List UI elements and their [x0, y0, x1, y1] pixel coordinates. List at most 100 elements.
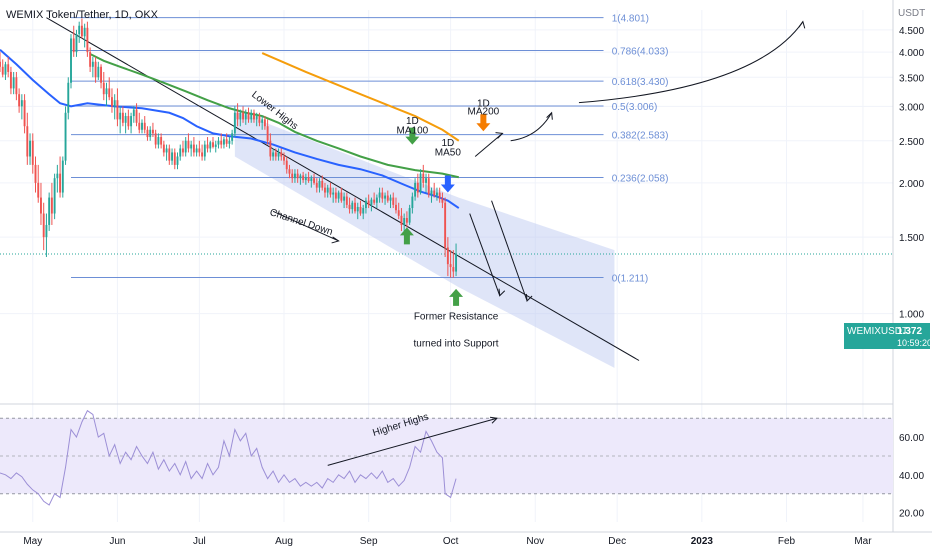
candle-body — [354, 202, 356, 212]
candle-body — [433, 190, 436, 196]
series-ma200 — [261, 52, 460, 142]
time-tick-label: Nov — [526, 536, 544, 547]
candle-body — [293, 173, 296, 179]
candle-body — [113, 100, 116, 107]
candle-body — [214, 144, 217, 147]
projection-arrowhead — [546, 111, 553, 120]
fib-level-label: 0(1.211) — [612, 274, 649, 285]
candle-body — [392, 197, 395, 205]
fib-level-label: 1(4.801) — [612, 14, 649, 25]
time-tick-label: Oct — [443, 536, 459, 547]
candle-body — [80, 25, 83, 37]
price-tick-label: 4.500 — [899, 26, 924, 37]
projection-arrowhead — [525, 293, 533, 302]
candle-body — [416, 182, 419, 193]
candle-body — [53, 178, 56, 214]
candle-body — [411, 196, 414, 209]
candle-body — [381, 192, 384, 199]
candle-body — [100, 66, 102, 83]
candle-body — [362, 208, 365, 214]
candle-body — [59, 173, 62, 193]
candle-body — [4, 64, 7, 75]
projection-path — [469, 213, 501, 296]
candle-body — [165, 148, 168, 153]
candle-body — [50, 197, 53, 214]
candle-body — [373, 199, 376, 203]
candle-body — [367, 200, 370, 205]
candle-body — [446, 247, 449, 265]
chart-title: WEMIX Token/Tether, 1D, OKX — [6, 9, 159, 21]
candle-body — [97, 66, 100, 78]
candle-body — [56, 173, 59, 179]
series-rsi — [0, 409, 457, 506]
candle-body — [220, 140, 223, 145]
candle-body — [116, 100, 119, 120]
candle-body — [119, 112, 122, 120]
fib-level-label: 0.786(4.033) — [612, 47, 669, 58]
candle-body — [201, 152, 204, 157]
candle-body — [42, 213, 45, 238]
candle-body — [102, 82, 105, 95]
candle-body — [422, 173, 425, 183]
candle-body — [378, 192, 381, 198]
candle-body — [15, 77, 18, 95]
ma50-down-arrow — [440, 175, 455, 193]
ma200-down-arrow — [476, 114, 491, 132]
candle-body — [296, 173, 299, 179]
candle-body — [384, 195, 387, 199]
candle-body — [304, 177, 307, 181]
candle-body — [263, 119, 266, 127]
candle-body — [141, 122, 143, 130]
candle-body — [455, 253, 458, 272]
candle-body — [127, 116, 130, 127]
higher-highs-line — [327, 417, 498, 466]
candle-body — [138, 122, 141, 130]
fib-level-label: 0.382(2.583) — [612, 131, 669, 142]
projection-path — [474, 132, 503, 157]
last-price-value: 1.372 — [897, 326, 922, 337]
candle-body — [209, 142, 212, 149]
time-tick-label: Dec — [608, 536, 626, 547]
candle-body — [250, 112, 253, 120]
candle-body — [206, 144, 209, 149]
candle-body — [247, 112, 250, 120]
candle-body — [151, 129, 154, 134]
candle-body — [400, 215, 403, 225]
projection-arrowhead — [798, 20, 806, 29]
candle-body — [435, 192, 438, 196]
candle-body — [288, 169, 291, 174]
candle-body — [274, 152, 277, 157]
candle-body — [302, 175, 305, 181]
candle-body — [261, 119, 264, 123]
time-tick-label: May — [23, 536, 42, 547]
candle-body — [348, 204, 351, 210]
candle-body — [89, 52, 92, 67]
annotation-label: MA200 — [468, 107, 500, 118]
candle-body — [64, 112, 67, 161]
candle-body — [364, 200, 367, 209]
candle-body — [280, 152, 283, 157]
candle-body — [225, 139, 228, 144]
candle-body — [37, 182, 40, 198]
candle-body — [105, 88, 108, 95]
candle-body — [449, 264, 452, 268]
candle-body — [269, 140, 272, 157]
annotation-label: MA50 — [435, 148, 462, 159]
candle-body — [70, 38, 72, 83]
candle-body — [176, 156, 179, 165]
axes: 4.500 4.000 3.500 3.000 2.500 2.000 1.500 1.000… — [23, 26, 924, 547]
candle-body — [277, 152, 280, 157]
candle-body — [255, 116, 258, 120]
price-tick-label: 3.500 — [899, 73, 924, 84]
time-tick-label: Aug — [275, 536, 293, 547]
last-price-tag: WEMIXUSDT 1.372 10:59:20 — [844, 323, 932, 349]
fib-level-label: 0.236(2.058) — [612, 173, 669, 184]
candle-body — [403, 218, 406, 225]
candle-body — [195, 148, 198, 153]
candle-body — [444, 202, 447, 248]
candle-body — [143, 122, 146, 130]
bar-countdown: 10:59:20 — [897, 338, 932, 348]
candle-body — [430, 190, 433, 195]
candle-body — [258, 116, 261, 123]
